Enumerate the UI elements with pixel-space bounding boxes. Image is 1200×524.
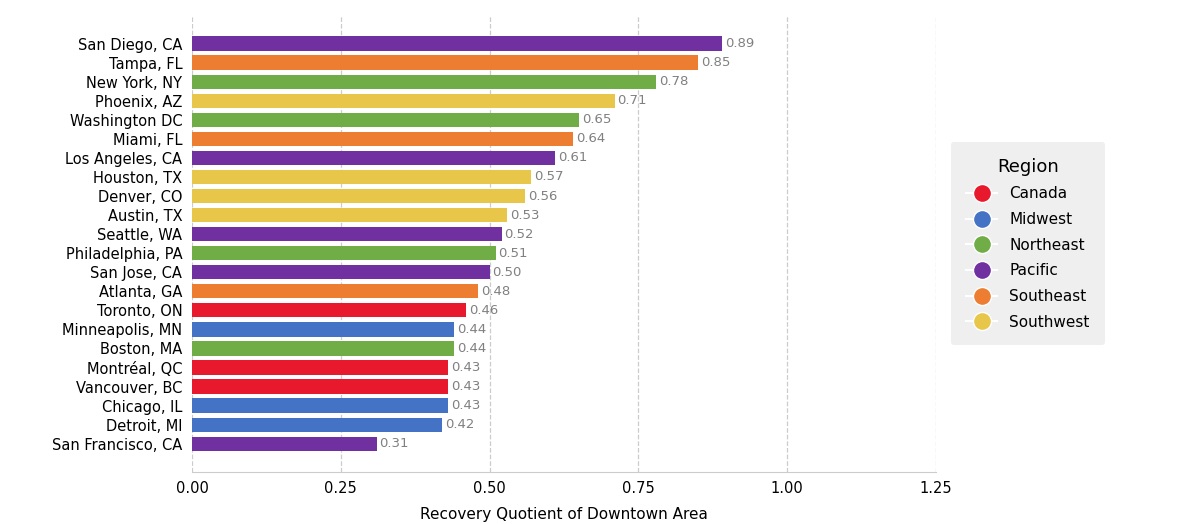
Text: 0.89: 0.89 (725, 37, 754, 50)
Bar (192, 418, 442, 432)
Bar (192, 74, 656, 89)
Bar (192, 398, 448, 413)
Text: 0.65: 0.65 (582, 113, 611, 126)
Text: 0.71: 0.71 (618, 94, 647, 107)
Text: 0.44: 0.44 (457, 323, 486, 336)
Text: 0.61: 0.61 (558, 151, 588, 165)
Text: 0.46: 0.46 (469, 304, 498, 317)
Text: 0.42: 0.42 (445, 418, 474, 431)
Text: 0.53: 0.53 (510, 209, 540, 222)
Text: 0.43: 0.43 (451, 380, 480, 393)
Bar (192, 361, 448, 375)
Text: 0.48: 0.48 (481, 285, 510, 298)
Bar (192, 246, 496, 260)
Bar (192, 341, 454, 356)
Bar (192, 227, 502, 241)
Text: 0.31: 0.31 (379, 437, 409, 450)
Bar (192, 208, 508, 222)
Text: 0.51: 0.51 (498, 247, 528, 260)
Text: 0.64: 0.64 (576, 133, 605, 145)
Bar (192, 322, 454, 336)
Bar (192, 303, 466, 318)
Text: 0.44: 0.44 (457, 342, 486, 355)
Bar (192, 132, 572, 146)
Text: 0.85: 0.85 (701, 56, 731, 69)
Text: 0.50: 0.50 (492, 266, 522, 279)
Bar (192, 37, 721, 51)
Text: 0.43: 0.43 (451, 361, 480, 374)
Text: 0.57: 0.57 (534, 170, 564, 183)
Legend: Canada, Midwest, Northeast, Pacific, Southeast, Southwest: Canada, Midwest, Northeast, Pacific, Sou… (952, 143, 1105, 345)
Bar (192, 94, 614, 108)
Bar (192, 113, 578, 127)
Bar (192, 151, 556, 165)
Bar (192, 56, 698, 70)
Text: 0.56: 0.56 (528, 190, 558, 202)
X-axis label: Recovery Quotient of Downtown Area: Recovery Quotient of Downtown Area (420, 507, 708, 522)
Text: 0.52: 0.52 (504, 227, 534, 241)
Bar (192, 379, 448, 394)
Bar (192, 284, 478, 299)
Bar (192, 436, 377, 451)
Bar (192, 170, 532, 184)
Text: 0.43: 0.43 (451, 399, 480, 412)
Bar (192, 265, 490, 279)
Text: 0.78: 0.78 (659, 75, 689, 88)
Bar (192, 189, 526, 203)
